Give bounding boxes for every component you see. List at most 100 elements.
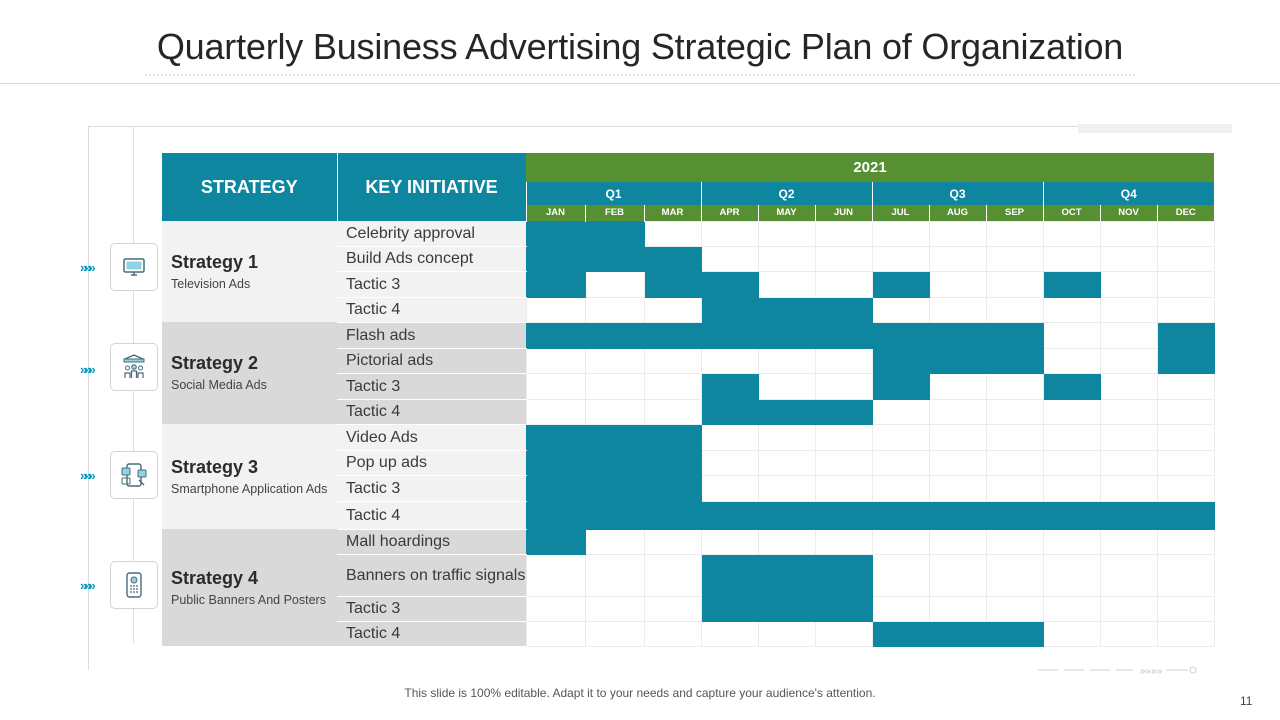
gantt-bar-cell (700, 270, 759, 298)
initiative-label: Tactic 3 (337, 475, 526, 502)
gantt-bar-cell (928, 500, 987, 530)
initiative-label: Tactic 4 (337, 399, 526, 425)
strategy-column-header: STRATEGY (162, 153, 338, 221)
gantt-bar-cell (525, 423, 586, 451)
quarter-header-q2: Q2 (700, 182, 872, 205)
gantt-bar-cell (871, 270, 930, 298)
gantt-bar-cell (700, 595, 759, 622)
gantt-bar-cell (985, 500, 1044, 530)
gantt-empty-cell (1042, 245, 1101, 272)
gantt-empty-cell (1156, 220, 1215, 247)
gantt-empty-cell (814, 220, 873, 247)
initiative-label: Flash ads (337, 322, 526, 349)
gantt-bar-cell (584, 245, 645, 272)
initiative-row: Tactic 4 (162, 296, 1215, 323)
gantt-empty-cell (757, 220, 816, 247)
gantt-bar-cell (1156, 500, 1215, 530)
gantt-empty-cell (643, 296, 702, 323)
gantt-bar-cell (700, 398, 759, 425)
gantt-empty-cell (1099, 595, 1158, 622)
initiative-row: Strategy 3 Smartphone Application Ads Vide… (162, 423, 1215, 529)
gantt-empty-cell (928, 528, 987, 555)
gantt-empty-cell (757, 620, 816, 647)
strategy-subtitle: Smartphone Application Ads (171, 481, 328, 496)
quarter-header-q1: Q1 (525, 182, 701, 205)
initiative-label: Tactic 3 (337, 596, 526, 622)
initiative-label: Tactic 3 (337, 373, 526, 400)
gantt-empty-cell (985, 245, 1044, 272)
gantt-bar-cell (928, 347, 987, 374)
gantt-empty-cell (814, 474, 873, 502)
gantt-empty-cell (814, 449, 873, 476)
gantt-empty-cell (525, 398, 586, 425)
gantt-empty-cell (1099, 474, 1158, 502)
gantt-table: STRATEGY KEY INITIATIVE 2021 Q1 Q2 Q3 Q4… (162, 153, 1215, 647)
gantt-empty-cell (643, 528, 702, 555)
gantt-empty-cell (1156, 398, 1215, 425)
gantt-empty-cell (525, 296, 586, 323)
gantt-empty-cell (928, 245, 987, 272)
gantt-empty-cell (700, 220, 759, 247)
gantt-empty-cell (700, 245, 759, 272)
title-divider (0, 83, 1280, 84)
gantt-bar-cell (700, 296, 759, 323)
gantt-bar-cell (700, 321, 759, 349)
gantt-empty-cell (643, 553, 702, 597)
strategy-4-icon-box (110, 561, 158, 609)
gantt-empty-cell (584, 270, 645, 298)
smartphone-app-icon (121, 463, 147, 487)
gantt-bar-cell (757, 296, 816, 323)
gantt-bar-cell (757, 595, 816, 622)
gantt-empty-cell (643, 220, 702, 247)
gantt-bar-cell (643, 245, 702, 272)
gantt-bar-cell (643, 321, 702, 349)
initiative-label: Banners on traffic signals (337, 554, 526, 597)
gantt-empty-cell (525, 553, 586, 597)
quarter-header-q4: Q4 (1042, 182, 1214, 205)
gantt-empty-cell (871, 398, 930, 425)
initiative-label: Build Ads concept (337, 246, 526, 272)
gantt-bar-cell (700, 372, 759, 400)
gantt-bar-cell (700, 500, 759, 530)
month-header: FEB (584, 205, 644, 221)
gantt-empty-cell (1099, 245, 1158, 272)
month-header: APR (700, 205, 758, 221)
gantt-empty-cell (643, 595, 702, 622)
gantt-empty-cell (584, 595, 645, 622)
strategy-2-icon-box (110, 343, 158, 391)
gantt-empty-cell (1099, 423, 1158, 451)
gantt-empty-cell (871, 595, 930, 622)
gantt-bar-cell (1099, 500, 1158, 530)
month-header: OCT (1042, 205, 1100, 221)
gantt-bar-cell (871, 500, 930, 530)
gantt-empty-cell (1099, 449, 1158, 476)
gantt-bar-cell (700, 553, 759, 597)
gantt-empty-cell (928, 220, 987, 247)
gantt-empty-cell (1099, 553, 1158, 597)
gantt-bar-cell (525, 270, 586, 298)
gantt-bar-cell (584, 423, 645, 451)
strategy-name: Strategy 4 (171, 567, 259, 588)
year-header: 2021 (526, 153, 1214, 182)
gantt-empty-cell (928, 398, 987, 425)
slide-decoration: »»»» (1038, 666, 1197, 677)
gantt-empty-cell (985, 270, 1044, 298)
strategy-cell: Strategy 2 Social Media Ads (162, 322, 337, 424)
gantt-empty-cell (757, 449, 816, 476)
gantt-bar-cell (584, 500, 645, 530)
initiative-row: Tactic 4 (162, 398, 1215, 425)
gantt-empty-cell (757, 423, 816, 451)
initiative-row: Tactic 3 (162, 595, 1215, 622)
gantt-empty-cell (985, 595, 1044, 622)
gantt-bar-cell (928, 321, 987, 349)
gantt-bar-cell (1042, 270, 1101, 298)
title-dotted-rule (145, 74, 1135, 76)
initiative-row: Strategy 4 Public Banners And Posters Mall… (162, 528, 1215, 646)
gantt-empty-cell (814, 372, 873, 400)
gantt-empty-cell (985, 296, 1044, 323)
gantt-empty-cell (871, 245, 930, 272)
gantt-bar-cell (643, 474, 702, 502)
month-header: MAR (643, 205, 701, 221)
gantt-empty-cell (525, 620, 586, 647)
gantt-empty-cell (757, 528, 816, 555)
